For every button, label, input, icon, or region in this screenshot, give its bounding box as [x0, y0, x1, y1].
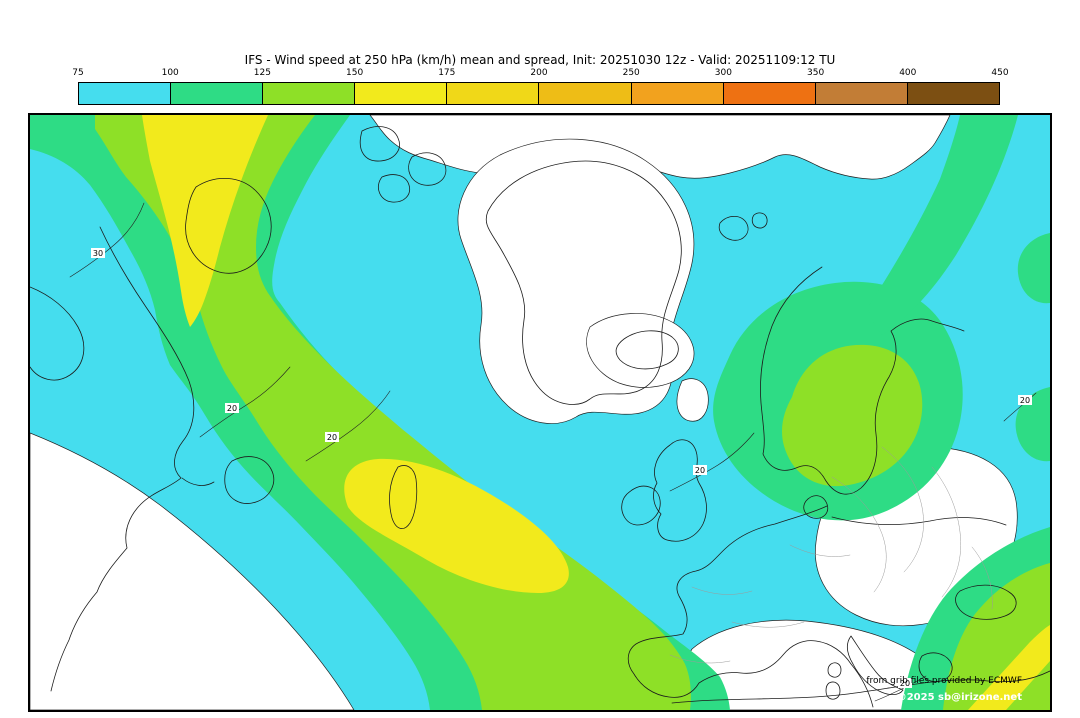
coastline-africa: [671, 670, 1050, 704]
colorbar: 75 100 125 150 175 200 250 300 350 400 450: [72, 68, 1009, 106]
border-lines-layer: [669, 446, 993, 664]
coastline-ireland: [621, 485, 661, 526]
contour-label-box: [1018, 395, 1032, 405]
spread-contour-1: [69, 202, 145, 278]
attribution-provider: from grib files provided by ECMWF: [866, 676, 1022, 686]
map-title: IFS - Wind speed at 250 hPa (km/h) mean …: [244, 53, 836, 67]
wind-band-100-right-edge-b: [1015, 387, 1050, 462]
colorbar-tick-label: 450: [991, 68, 1009, 78]
colorbar-tick-label: 350: [807, 68, 825, 78]
spread-contours-layer: [69, 202, 1037, 702]
boundary-lines-europe-d: [691, 586, 805, 628]
boundary-lines-europe-a: [881, 446, 924, 573]
coastline-north-america: [50, 226, 195, 692]
colorbar-segment: [355, 83, 448, 104]
coastline-black-sea: [955, 584, 1017, 620]
contour-label-box: [325, 432, 339, 442]
contour-labels: 30 20 20 20 20 20: [91, 248, 1032, 688]
contour-label-box: [693, 465, 707, 475]
coastline-gulf-st-lawrence: [181, 477, 215, 486]
coastlines-layer: [30, 126, 1050, 708]
wind-band-100-right-edge-a: [1017, 233, 1050, 304]
colorbar-tick-label: 175: [438, 68, 456, 78]
wind-band-150-southeast-corner: [968, 625, 1050, 710]
low-wind-region-iceland-tail: [676, 378, 709, 422]
coastline-arctic-islands: [359, 126, 447, 203]
colorbar-tick-label: 125: [253, 68, 271, 78]
colorbar-segment: [171, 83, 264, 104]
contour-label: 20: [327, 433, 337, 442]
wind-band-150-topleft: [142, 115, 268, 327]
contour-label: 20: [695, 466, 705, 475]
low-wind-layer: [30, 115, 1018, 710]
colorbar-segment: [631, 83, 724, 104]
map-frame: 30 20 20 20 20 20 from grib files provided by…: [28, 113, 1052, 712]
low-wind-region-iceland: [586, 313, 695, 388]
attribution-copyright: ©2025 sb@irizone.net: [897, 692, 1023, 703]
spread-contour-4: [669, 432, 755, 492]
colorbar-segment: [539, 83, 632, 104]
contour-label: 20: [900, 679, 910, 688]
boundary-lines-europe-f: [669, 544, 851, 664]
boundary-lines-europe-b: [831, 476, 887, 593]
wind-band-150-layer: [142, 115, 1050, 710]
coastline-greenland: [485, 160, 682, 405]
colorbar-tick-label: 200: [530, 68, 548, 78]
spread-contour-2: [199, 366, 291, 438]
coastline-baltic: [831, 516, 1007, 526]
contour-label-box: [898, 678, 912, 688]
contour-label: 20: [1020, 396, 1030, 405]
colorbar-segment: [79, 83, 172, 104]
colorbar-segment: [447, 83, 540, 104]
coastline-scandinavia: [760, 266, 965, 495]
colorbar-ticks: 75 100 125 150 175 200 250 300 350 400 450: [72, 68, 1008, 80]
coastline-svalbard: [718, 212, 768, 241]
colorbar-tick-label: 150: [346, 68, 364, 78]
contour-label: 30: [93, 249, 103, 258]
spread-contour-6: [1003, 392, 1037, 422]
contour-label-box: [225, 403, 239, 413]
spread-contour-3: [305, 390, 391, 462]
coastline-islands-mediterranean: [825, 662, 842, 700]
wind-band-150-midatlantic: [344, 458, 569, 593]
contour-label-box: [91, 248, 105, 258]
contour-175-ring: [389, 465, 418, 529]
colorbar-tick-label: 400: [899, 68, 917, 78]
colorbar-tick-label: 300: [714, 68, 732, 78]
colorbar-segment: [815, 83, 908, 104]
colorbar-segment: [907, 83, 999, 104]
wind-band-100-scandinavia-tail: [868, 115, 1018, 335]
colorbar-segment: [723, 83, 816, 104]
colorbar-tick-label: 100: [161, 68, 179, 78]
colorbar-tick-label: 250: [622, 68, 640, 78]
contour-label: 20: [227, 404, 237, 413]
coastline-newfoundland: [224, 456, 275, 504]
spread-contour-5: [874, 675, 927, 702]
low-wind-region-north-america: [30, 432, 355, 710]
map-svg: 30 20 20 20 20 20 from grib files provided by…: [30, 115, 1050, 710]
coastline-europe: [627, 505, 874, 708]
coastline-italy: [847, 635, 904, 696]
coastline-hudson: [30, 286, 85, 381]
coastline-denmark: [803, 495, 829, 519]
coastline-great-britain: [653, 439, 707, 542]
coastline-baffin: [185, 177, 272, 274]
colorbar-tick-label: 75: [72, 68, 84, 78]
colorbar-segment: [263, 83, 356, 104]
colorbar-gradient: [78, 82, 1000, 105]
boundary-lines-europe-c: [931, 466, 961, 598]
coastline-iceland: [615, 330, 679, 370]
